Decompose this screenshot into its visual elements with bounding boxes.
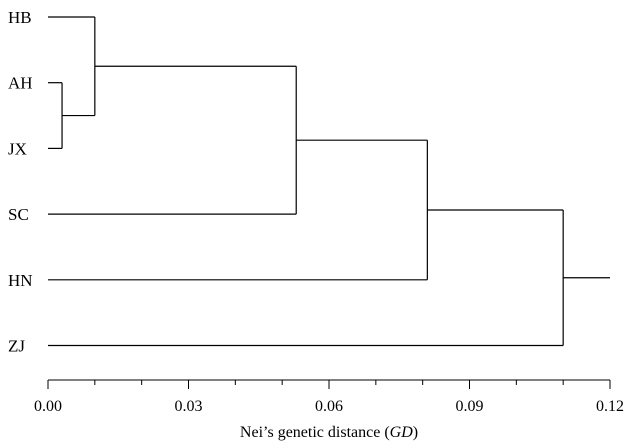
x-axis-title-text: Nei’s genetic distance [240, 424, 380, 441]
leaf-label-jx: JX [8, 139, 27, 158]
leaf-label-hn: HN [8, 271, 33, 290]
x-axis-title-open-paren: ( [380, 424, 389, 441]
leaf-label-zj: ZJ [8, 337, 25, 356]
leaf-labels-group: HB AH JX SC HN ZJ [8, 8, 33, 356]
x-tick-label: 0.09 [456, 398, 484, 415]
leaf-label-hb: HB [8, 8, 32, 27]
x-tick-label: 0.06 [315, 398, 343, 415]
x-axis-title-abbrev: GD [390, 424, 414, 441]
x-axis: 0.00 0.03 0.06 0.09 0.12 [34, 379, 624, 415]
x-axis-title-close-paren: ) [413, 424, 418, 441]
x-tick-label: 0.00 [34, 398, 62, 415]
leaf-label-sc: SC [8, 205, 29, 224]
leaf-label-ah: AH [8, 74, 33, 93]
branches-group [48, 16, 610, 347]
x-tick-label: 0.12 [596, 398, 624, 415]
x-axis-title: Nei’s genetic distance (GD) [240, 424, 418, 441]
x-tick-label: 0.03 [175, 398, 203, 415]
